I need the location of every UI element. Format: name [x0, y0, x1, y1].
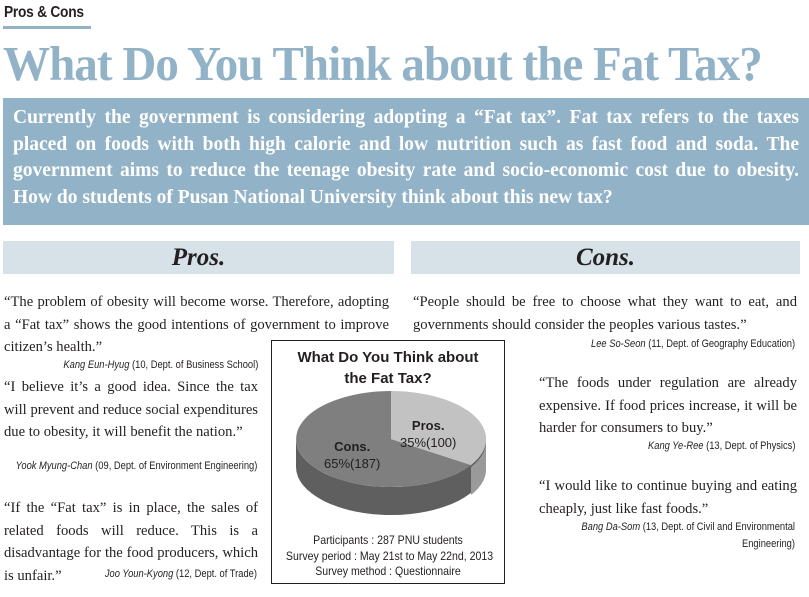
survey-notes: Participants : 287 PNU students Survey p… — [272, 533, 504, 580]
pros-quote-3: “If the “Fat tax” is in place, the sales… — [4, 500, 258, 584]
pie-label-pros: Pros. 35%(100) — [400, 417, 456, 451]
pie-label-pros-value: 35%(100) — [400, 435, 457, 450]
cons-quote-2: “The foods under regulation are already … — [539, 375, 797, 436]
attribution-name: Yook Myung-Chan — [15, 460, 93, 472]
cons-quote-2-attribution: Kang Ye-Ree (13, Dept. of Physics) — [648, 438, 795, 455]
cons-quote-3: “I would like to continue buying and eat… — [539, 478, 797, 517]
survey-method: Survey method : Questionnaire — [315, 564, 461, 578]
cons-quote-1-attribution: Lee So-Seon (11, Dept. of Geography Educ… — [591, 336, 795, 353]
attribution-name: Lee So-Seon — [590, 338, 646, 350]
survey-participants: Participants : 287 PNU students — [313, 533, 463, 547]
section-tag-underline — [3, 26, 91, 29]
pros-quote-2: “I believe it’s a good idea. Since the t… — [4, 379, 258, 440]
chart-title-line-1: What Do You Think about — [297, 349, 479, 366]
page-title: What Do You Think about the Fat Tax? — [3, 36, 763, 91]
attribution-detail: (13, Dept. of Civil and Environmental En… — [642, 521, 795, 550]
survey-period: Survey period : May 21st to May 22nd, 20… — [285, 548, 494, 563]
attribution-name: Bang Da-Som — [581, 521, 641, 533]
attribution-name: Kang Eun-Hyug — [63, 359, 130, 371]
pie-slice-cons — [296, 391, 471, 487]
attribution-detail: (11, Dept. of Geography Education) — [648, 338, 795, 350]
pros-header: Pros. — [3, 241, 394, 274]
chart-title: What Do You Think about the Fat Tax? — [272, 347, 504, 389]
pie-label-pros-name: Pros. — [411, 418, 445, 433]
pros-quote-1-attribution: Kang Eun-Hyug (10, Dept. of Business Sch… — [63, 357, 258, 374]
attribution-name: Joo Youn-Kyong — [104, 568, 174, 580]
attribution-detail: (13, Dept. of Physics) — [705, 440, 795, 452]
cons-quote-3-attribution: Bang Da-Som (13, Dept. of Civil and Envi… — [557, 519, 795, 553]
attribution-detail: (09, Dept. of Environment Engineering) — [94, 460, 257, 472]
pros-quote-2-attribution: Yook Myung-Chan (09, Dept. of Environmen… — [15, 458, 257, 475]
pie-slice-pros — [391, 391, 487, 465]
chart-title-line-2: the Fat Tax? — [344, 370, 432, 387]
cons-header: Cons. — [411, 241, 800, 274]
intro-text: Currently the government is considering … — [13, 107, 799, 208]
pros-quote-3-attribution: Joo Youn-Kyong (12, Dept. of Trade) — [105, 566, 257, 583]
section-tag: Pros & Cons — [4, 4, 84, 21]
pie-rim-pros — [471, 439, 487, 495]
cons-quote-1: “People should be free to choose what th… — [413, 294, 797, 333]
pie-label-cons-value: 65%(187) — [324, 456, 381, 471]
intro-box: Currently the government is considering … — [3, 98, 809, 225]
attribution-detail: (10, Dept. of Business School) — [131, 359, 258, 371]
attribution-name: Kang Ye-Ree — [647, 440, 704, 452]
pie-label-cons: Cons. 65%(187) — [324, 438, 380, 472]
pros-quote-1: “The problem of obesity will become wors… — [4, 294, 389, 355]
pie-rim — [296, 439, 486, 515]
pie-label-cons-name: Cons. — [334, 439, 371, 454]
pie-chart — [296, 391, 487, 515]
attribution-detail: (12, Dept. of Trade) — [175, 568, 257, 580]
survey-chart-box: What Do You Think about the Fat Tax? Pro… — [271, 340, 505, 584]
